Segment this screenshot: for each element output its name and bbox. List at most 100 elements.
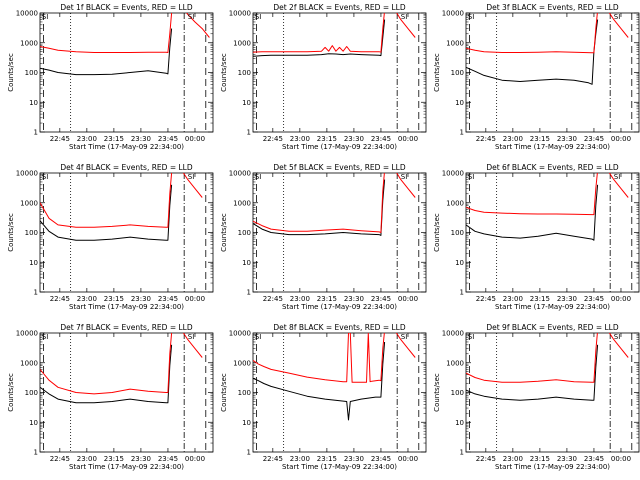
series-lld-line <box>40 13 210 53</box>
y-tick-label: 10000 <box>229 10 251 18</box>
y-tick-label: 10000 <box>442 10 464 18</box>
y-tick-label: 1000 <box>233 39 251 47</box>
x-tick-label: 23:15 <box>104 295 124 303</box>
y-tick-label: 100 <box>25 229 38 237</box>
y-tick-label: 1 <box>460 449 464 457</box>
x-tick-label: 23:15 <box>104 455 124 463</box>
x-tick-label: 23:30 <box>557 295 577 303</box>
panel-5: Det 5f BLACK = Events, RED = LLD 1 10 100 10… <box>220 163 427 311</box>
y-tick-label: 1000 <box>20 39 38 47</box>
series-events-line <box>466 184 599 241</box>
y-tick-label: 100 <box>238 69 251 77</box>
x-tick-label: 23:00 <box>290 295 310 303</box>
series-events-line <box>253 341 386 421</box>
y-tick-label: 1 <box>34 289 38 297</box>
x-tick-label: 22:45 <box>263 135 283 143</box>
x-tick-label: 23:30 <box>344 295 364 303</box>
x-tick-label: 23:15 <box>317 295 337 303</box>
series-lld-line <box>40 173 203 228</box>
y-tick-label: 100 <box>451 229 464 237</box>
y-tick-label: 10 <box>29 259 38 267</box>
event-marker-label: SI <box>468 333 475 341</box>
x-tick-label: 00:00 <box>398 295 418 303</box>
x-tick-label: 23:15 <box>317 135 337 143</box>
y-axis-label: Counts/sec <box>433 213 441 252</box>
x-axis-label: Start Time (17-May-09 22:34:00) <box>495 303 610 311</box>
x-axis-label: Start Time (17-May-09 22:34:00) <box>69 143 184 151</box>
y-tick-label: 1 <box>34 129 38 137</box>
y-tick-label: 1 <box>34 449 38 457</box>
x-tick-label: 23:30 <box>131 455 151 463</box>
plot-frame <box>465 12 640 133</box>
event-marker-label: SI <box>401 13 408 21</box>
series-lld-line <box>253 333 416 383</box>
x-axis-label: Start Time (17-May-09 22:34:00) <box>282 143 397 151</box>
y-tick-label: 10 <box>242 259 251 267</box>
y-tick-label: 1000 <box>446 39 464 47</box>
x-tick-label: 23:45 <box>158 135 178 143</box>
y-tick-label: 10 <box>29 419 38 427</box>
x-tick-label: 23:30 <box>131 295 151 303</box>
x-tick-label: 22:45 <box>476 455 496 463</box>
y-axis-label: Counts/sec <box>7 373 15 412</box>
event-marker-label: SI <box>614 333 621 341</box>
series-events-line <box>466 344 599 401</box>
event-marker-label: SI <box>614 173 621 181</box>
panel-1: Det 1f BLACK = Events, RED = LLD 1 10 100 10… <box>7 3 214 151</box>
x-axis-label: Start Time (17-May-09 22:34:00) <box>282 303 397 311</box>
x-tick-label: 23:00 <box>503 295 523 303</box>
event-marker-label: SI <box>614 13 621 21</box>
y-tick-label: 10 <box>242 99 251 107</box>
event-marker-label: SI <box>468 13 475 21</box>
x-tick-label: 22:45 <box>476 135 496 143</box>
x-tick-label: 23:30 <box>557 135 577 143</box>
y-tick-label: 1 <box>247 289 251 297</box>
x-tick-label: 22:45 <box>263 295 283 303</box>
x-tick-label: 00:00 <box>185 455 205 463</box>
x-tick-label: 23:45 <box>371 295 391 303</box>
panel-title: Det 8f BLACK = Events, RED = LLD <box>273 323 406 332</box>
x-tick-label: 00:00 <box>611 295 631 303</box>
event-marker-label: SI <box>401 333 408 341</box>
x-tick-label: 23:45 <box>371 455 391 463</box>
series-events-line <box>40 28 173 76</box>
x-tick-label: 00:00 <box>398 455 418 463</box>
plot-frame <box>465 332 640 453</box>
x-tick-label: 22:45 <box>50 135 70 143</box>
event-marker-label: SI <box>255 173 262 181</box>
x-tick-label: 23:00 <box>77 455 97 463</box>
panel-title: Det 4f BLACK = Events, RED = LLD <box>60 163 193 172</box>
series-lld-line <box>466 13 629 54</box>
y-tick-label: 10000 <box>16 10 38 18</box>
x-tick-label: 23:45 <box>584 455 604 463</box>
y-tick-label: 1000 <box>233 199 251 207</box>
panel-title: Det 3f BLACK = Events, RED = LLD <box>486 3 619 12</box>
x-tick-label: 23:15 <box>530 135 550 143</box>
x-tick-label: 23:00 <box>503 135 523 143</box>
series-lld-line <box>253 173 416 233</box>
plot-frame <box>252 332 427 453</box>
y-tick-label: 100 <box>451 69 464 77</box>
event-marker-label: SI <box>468 173 475 181</box>
x-tick-label: 22:45 <box>50 295 70 303</box>
series-lld-line <box>40 333 203 395</box>
x-tick-label: 22:45 <box>476 295 496 303</box>
x-tick-label: 23:00 <box>290 455 310 463</box>
event-marker-label: SI <box>42 333 49 341</box>
panel-title: Det 9f BLACK = Events, RED = LLD <box>486 323 619 332</box>
panel-title: Det 5f BLACK = Events, RED = LLD <box>273 163 406 172</box>
x-tick-label: 00:00 <box>611 455 631 463</box>
x-tick-label: 23:45 <box>158 455 178 463</box>
y-tick-label: 10 <box>455 259 464 267</box>
event-marker-label: SI <box>42 13 49 21</box>
series-events-line <box>253 19 386 57</box>
x-tick-label: 23:00 <box>77 295 97 303</box>
x-tick-label: 23:30 <box>344 455 364 463</box>
y-axis-label: Counts/sec <box>220 53 228 92</box>
y-axis-label: Counts/sec <box>7 213 15 252</box>
panel-9: Det 9f BLACK = Events, RED = LLD 1 10 100 10… <box>433 323 640 471</box>
event-marker-label: SI <box>42 173 49 181</box>
plot-frame <box>39 332 214 453</box>
series-lld-line <box>253 13 416 53</box>
